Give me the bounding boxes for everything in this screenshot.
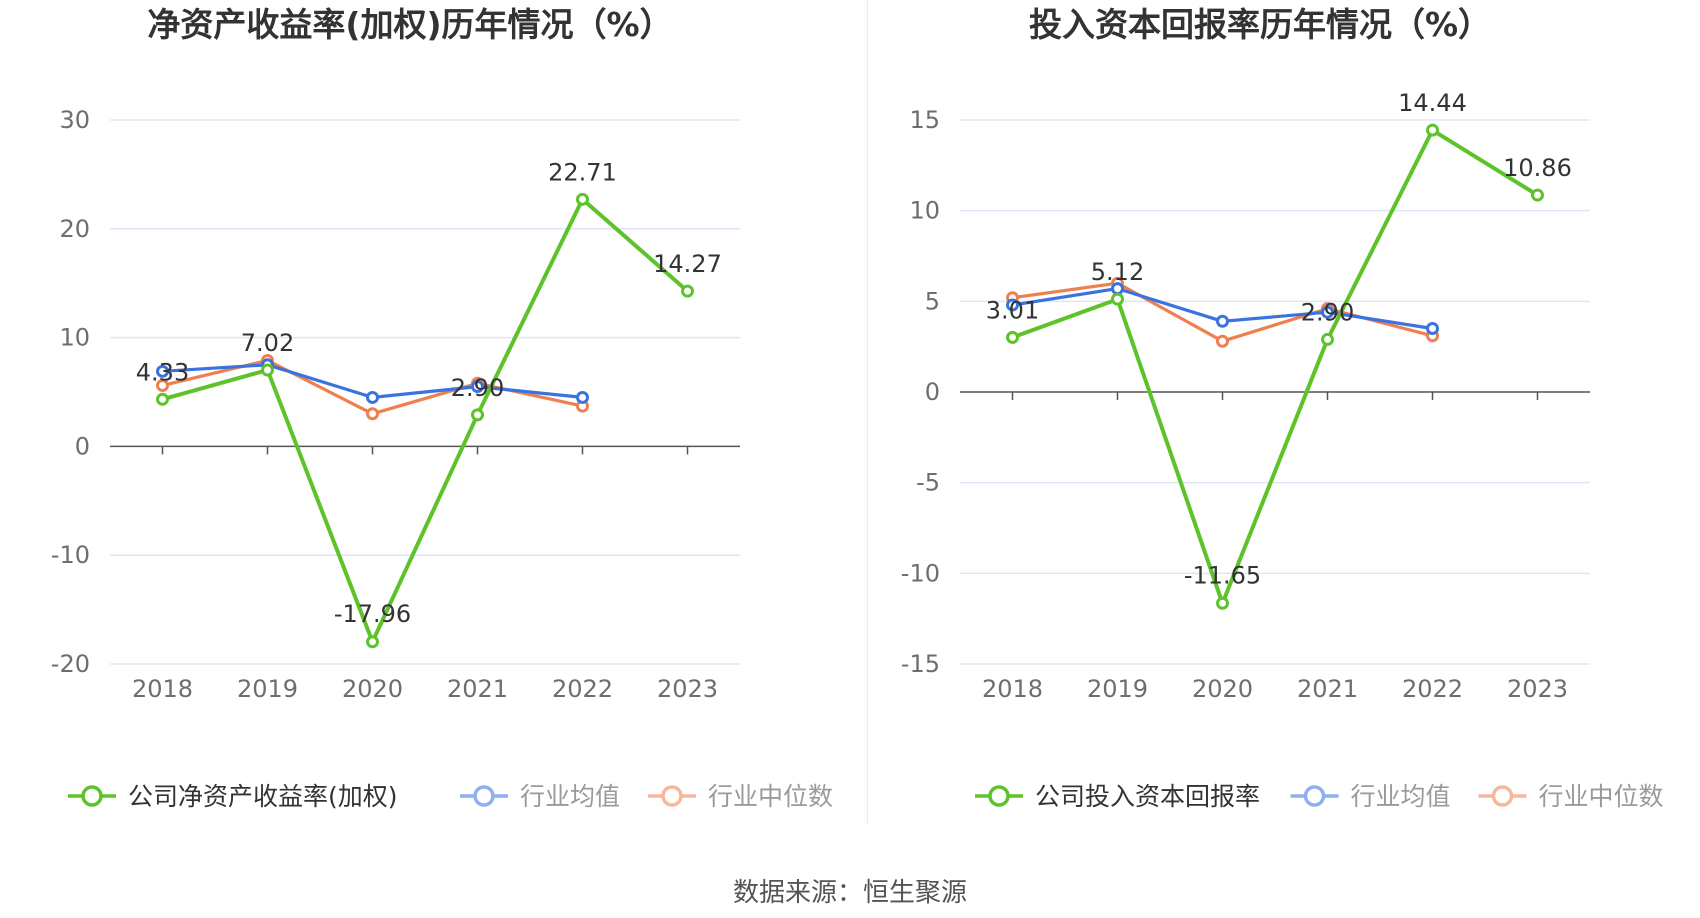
data-point xyxy=(1531,188,1544,202)
series-line xyxy=(161,197,689,644)
data-label: 10.86 xyxy=(1503,154,1572,182)
roe-chart: 净资产收益率(加权)历年情况（%） 30 20 10 0 -10 -20 2018 2019 20… xyxy=(51,5,833,811)
data-label: -17.96 xyxy=(334,600,411,628)
y-tick-label: 0 xyxy=(75,432,90,460)
data-label: 7.02 xyxy=(241,329,294,357)
data-point xyxy=(681,284,694,298)
data-point xyxy=(156,378,169,392)
data-point xyxy=(1426,322,1439,336)
x-tick-label: 2019 xyxy=(1087,675,1148,703)
x-tick-label: 2022 xyxy=(1402,675,1463,703)
data-point xyxy=(1216,334,1229,348)
y-tick-label: -20 xyxy=(51,650,90,678)
legend-marker xyxy=(1303,785,1326,807)
series-line xyxy=(1011,128,1539,606)
data-point xyxy=(1321,332,1334,346)
y-tick-label: 15 xyxy=(909,106,940,134)
data-point xyxy=(1111,292,1124,306)
y-tick-label: -10 xyxy=(901,559,940,587)
x-tick-label: 2020 xyxy=(1192,675,1253,703)
legend-marker xyxy=(661,785,683,807)
data-label: -11.65 xyxy=(1184,561,1261,589)
data-point xyxy=(576,390,589,404)
x-tick-label: 2023 xyxy=(657,675,718,703)
x-tick-label: 2022 xyxy=(552,675,613,703)
data-point xyxy=(1426,123,1439,137)
y-tick-label: 10 xyxy=(59,324,90,352)
series-line xyxy=(1012,281,1433,343)
x-tick-label: 2019 xyxy=(237,675,298,703)
panel-divider xyxy=(867,0,868,825)
data-label: 14.44 xyxy=(1398,89,1467,117)
data-source-note: 数据来源：恒生聚源 xyxy=(732,878,967,908)
legend-marker xyxy=(988,785,1010,807)
data-point xyxy=(1321,305,1334,319)
y-tick-label: 10 xyxy=(909,197,940,225)
data-label: 5.12 xyxy=(1091,258,1144,286)
chart-title: 投入资本回报率历年情况（%） xyxy=(1029,5,1491,44)
x-tick-label: 2023 xyxy=(1507,675,1568,703)
legend-label: 行业中位数 xyxy=(708,782,833,811)
x-tick-label: 2018 xyxy=(132,675,193,703)
y-tick-label: -15 xyxy=(901,650,940,678)
data-point xyxy=(1006,330,1019,344)
data-point xyxy=(576,192,589,206)
data-point xyxy=(261,363,274,377)
y-tick-label: 0 xyxy=(925,378,940,406)
legend-label: 行业中位数 xyxy=(1539,782,1664,811)
y-tick-label: 5 xyxy=(925,287,940,315)
x-tick-label: 2018 xyxy=(982,675,1043,703)
data-label: 2.90 xyxy=(451,374,504,402)
legend-label: 行业均值 xyxy=(520,782,620,811)
x-tick-label: 2021 xyxy=(447,675,508,703)
data-point xyxy=(366,407,379,421)
data-label: 14.27 xyxy=(653,250,722,278)
y-tick-label: 20 xyxy=(59,215,90,243)
data-point xyxy=(156,364,169,378)
y-tick-label: -5 xyxy=(916,469,940,497)
data-point xyxy=(156,392,169,406)
legend-marker xyxy=(473,785,495,807)
data-point xyxy=(471,408,484,422)
data-label: 4.33 xyxy=(136,358,189,386)
legend-marker xyxy=(1491,785,1514,807)
data-point xyxy=(1216,596,1229,610)
data-label: 3.01 xyxy=(986,296,1039,324)
legend-marker xyxy=(81,785,103,807)
legend-label: 公司投入资本回报率 xyxy=(1035,782,1260,811)
data-point xyxy=(366,390,379,404)
data-point xyxy=(471,380,484,394)
data-point xyxy=(1006,298,1019,312)
x-tick-label: 2021 xyxy=(1297,675,1358,703)
data-point xyxy=(1216,314,1229,328)
data-label: 22.71 xyxy=(548,158,617,186)
x-tick-label: 2020 xyxy=(342,675,403,703)
roic-chart: 投入资本回报率历年情况（%） 15 10 5 0 -5 -10 -15 2018 2019 2020… xyxy=(901,5,1664,811)
legend-label: 公司净资产收益率(加权) xyxy=(128,782,398,811)
legend-label: 行业均值 xyxy=(1351,782,1451,811)
chart-title: 净资产收益率(加权)历年情况（%） xyxy=(147,5,672,44)
data-label: 2.90 xyxy=(1301,298,1354,326)
y-tick-label: -10 xyxy=(51,541,90,569)
y-tick-label: 30 xyxy=(59,106,90,134)
data-point xyxy=(366,635,379,649)
